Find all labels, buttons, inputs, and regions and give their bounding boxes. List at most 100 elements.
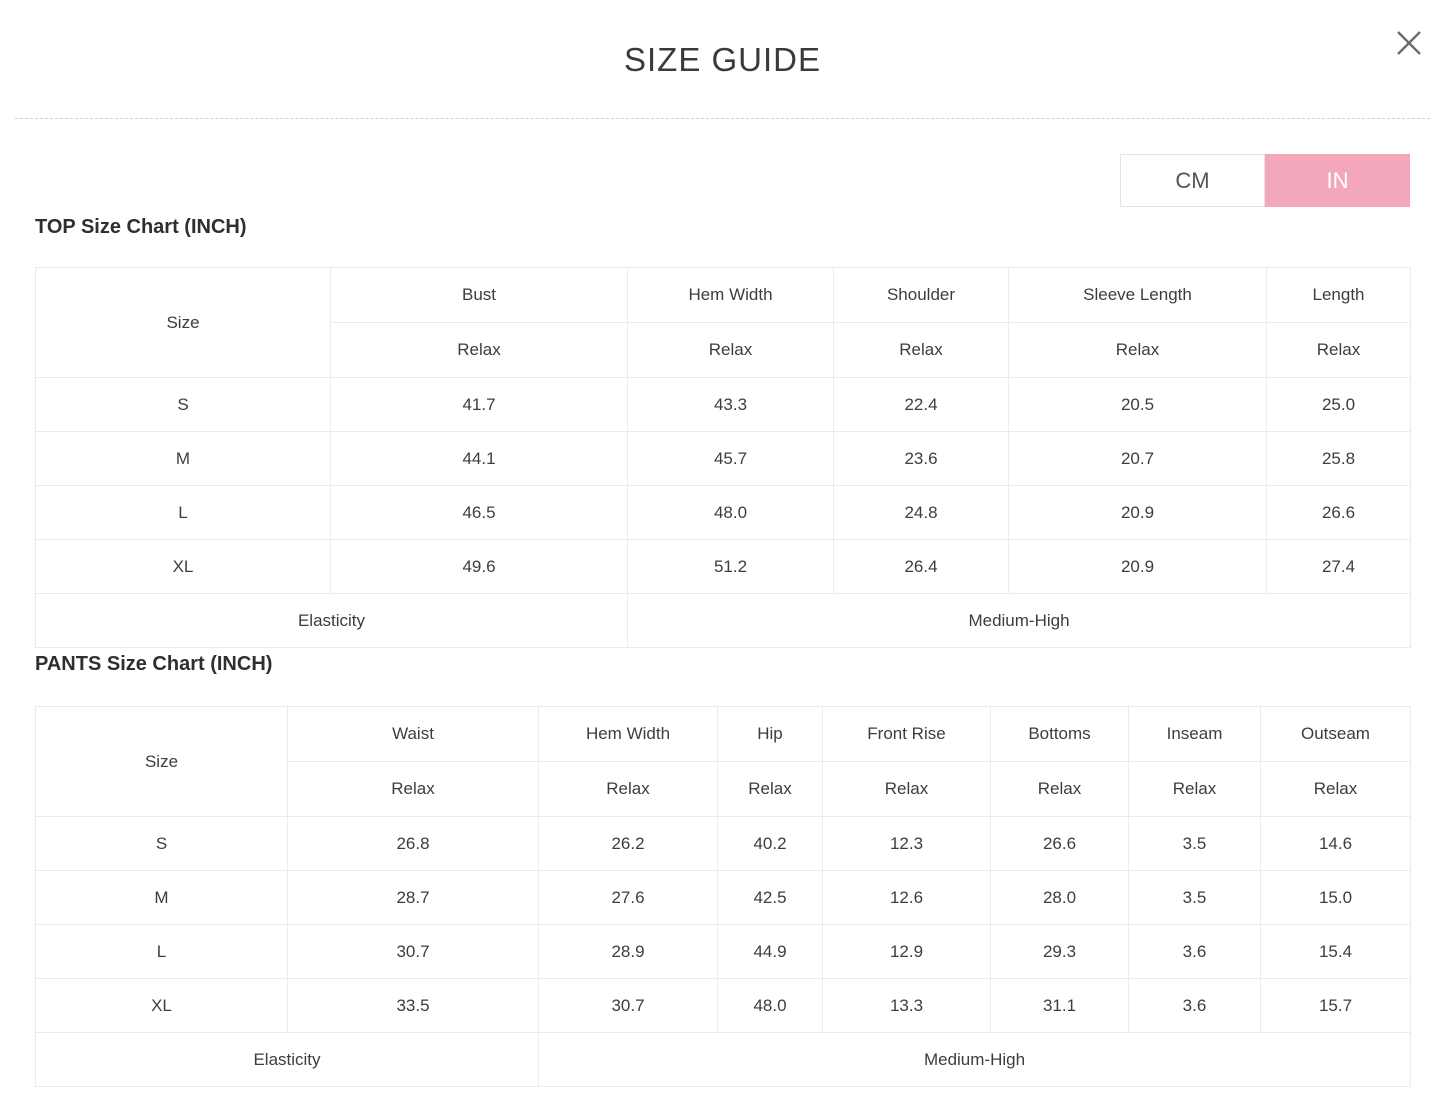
value-cell: 26.8 (287, 816, 539, 871)
close-button[interactable] (1389, 24, 1429, 64)
value-cell: 12.3 (822, 816, 991, 871)
size-cell: XL (35, 978, 288, 1033)
table-footer-row: Elasticity Medium-High (35, 1032, 1411, 1087)
subheader-relax: Relax (627, 322, 834, 378)
value-cell: 41.7 (330, 377, 628, 432)
table-row: M 28.7 27.6 42.5 12.6 28.0 3.5 15.0 (35, 870, 1411, 925)
value-cell: 44.9 (717, 924, 823, 979)
value-cell: 49.6 (330, 539, 628, 594)
subheader-relax: Relax (833, 322, 1009, 378)
column-header-length: Length (1266, 267, 1411, 323)
table-row: XL 33.5 30.7 48.0 13.3 31.1 3.6 15.7 (35, 978, 1411, 1033)
subheader-relax: Relax (330, 322, 628, 378)
table-row: L 30.7 28.9 44.9 12.9 29.3 3.6 15.4 (35, 924, 1411, 979)
value-cell: 44.1 (330, 431, 628, 486)
value-cell: 40.2 (717, 816, 823, 871)
subheader-relax: Relax (538, 761, 718, 817)
size-cell: L (35, 485, 331, 540)
page-title: SIZE GUIDE (623, 41, 822, 78)
column-header-bottoms: Bottoms (990, 706, 1129, 762)
elasticity-value: Medium-High (627, 593, 1411, 648)
unit-in-button[interactable]: IN (1265, 154, 1410, 207)
column-header-bust: Bust (330, 267, 628, 323)
divider (15, 118, 1430, 119)
value-cell: 14.6 (1260, 816, 1411, 871)
value-cell: 13.3 (822, 978, 991, 1033)
table-row: M 44.1 45.7 23.6 20.7 25.8 (35, 431, 1411, 486)
table-subheader-row: Relax Relax Relax Relax Relax (36, 322, 1411, 378)
column-header-size: Size (35, 706, 288, 817)
subheader-relax: Relax (1008, 322, 1267, 378)
value-cell: 3.6 (1128, 924, 1261, 979)
value-cell: 15.0 (1260, 870, 1411, 925)
subheader-relax: Relax (990, 761, 1129, 817)
value-cell: 15.4 (1260, 924, 1411, 979)
value-cell: 20.9 (1008, 539, 1267, 594)
column-header-front-rise: Front Rise (822, 706, 991, 762)
value-cell: 28.7 (287, 870, 539, 925)
value-cell: 51.2 (627, 539, 834, 594)
value-cell: 42.5 (717, 870, 823, 925)
subheader-relax: Relax (1266, 322, 1411, 378)
value-cell: 26.6 (1266, 485, 1411, 540)
elasticity-label: Elasticity (35, 1032, 539, 1087)
subheader-relax: Relax (287, 761, 539, 817)
value-cell: 33.5 (287, 978, 539, 1033)
value-cell: 28.9 (538, 924, 718, 979)
table-header-row: Size Bust Hem Width Shoulder Sleeve Leng… (35, 267, 1411, 378)
unit-cm-button[interactable]: CM (1120, 154, 1265, 207)
table-row: S 26.8 26.2 40.2 12.3 26.6 3.5 14.6 (35, 816, 1411, 871)
value-cell: 27.4 (1266, 539, 1411, 594)
value-cell: 12.6 (822, 870, 991, 925)
top-size-table: Size Bust Hem Width Shoulder Sleeve Leng… (35, 267, 1411, 648)
value-cell: 26.2 (538, 816, 718, 871)
table-footer-row: Elasticity Medium-High (35, 593, 1411, 648)
value-cell: 46.5 (330, 485, 628, 540)
size-cell: XL (35, 539, 331, 594)
value-cell: 26.6 (990, 816, 1129, 871)
elasticity-label: Elasticity (35, 593, 628, 648)
column-header-sleeve-length: Sleeve Length (1008, 267, 1267, 323)
close-icon (1393, 27, 1425, 62)
value-cell: 48.0 (717, 978, 823, 1033)
pants-size-table: Size Waist Hem Width Hip Front Rise Bott… (35, 706, 1411, 1087)
value-cell: 3.5 (1128, 870, 1261, 925)
value-cell: 25.0 (1266, 377, 1411, 432)
value-cell: 43.3 (627, 377, 834, 432)
column-header-shoulder: Shoulder (833, 267, 1009, 323)
top-chart-heading: TOP Size Chart (INCH) (35, 216, 247, 238)
value-cell: 3.6 (1128, 978, 1261, 1033)
value-cell: 20.7 (1008, 431, 1267, 486)
column-header-hip: Hip (717, 706, 823, 762)
value-cell: 3.5 (1128, 816, 1261, 871)
value-cell: 29.3 (990, 924, 1129, 979)
table-row: XL 49.6 51.2 26.4 20.9 27.4 (35, 539, 1411, 594)
value-cell: 30.7 (287, 924, 539, 979)
value-cell: 27.6 (538, 870, 718, 925)
pants-chart-heading: PANTS Size Chart (INCH) (35, 653, 273, 675)
size-cell: S (35, 377, 331, 432)
modal-header: SIZE GUIDE (0, 0, 1445, 118)
value-cell: 31.1 (990, 978, 1129, 1033)
value-cell: 30.7 (538, 978, 718, 1033)
value-cell: 12.9 (822, 924, 991, 979)
value-cell: 45.7 (627, 431, 834, 486)
subheader-relax: Relax (1128, 761, 1261, 817)
value-cell: 28.0 (990, 870, 1129, 925)
value-cell: 20.5 (1008, 377, 1267, 432)
value-cell: 48.0 (627, 485, 834, 540)
column-header-hem-width: Hem Width (627, 267, 834, 323)
value-cell: 15.7 (1260, 978, 1411, 1033)
column-header-inseam: Inseam (1128, 706, 1261, 762)
elasticity-value: Medium-High (538, 1032, 1411, 1087)
value-cell: 22.4 (833, 377, 1009, 432)
value-cell: 23.6 (833, 431, 1009, 486)
unit-toggle: CM IN (1120, 154, 1410, 207)
table-header-row: Size Waist Hem Width Hip Front Rise Bott… (35, 706, 1411, 817)
table-row: S 41.7 43.3 22.4 20.5 25.0 (35, 377, 1411, 432)
size-cell: M (35, 870, 288, 925)
column-header-size: Size (35, 267, 331, 378)
subheader-relax: Relax (717, 761, 823, 817)
value-cell: 25.8 (1266, 431, 1411, 486)
